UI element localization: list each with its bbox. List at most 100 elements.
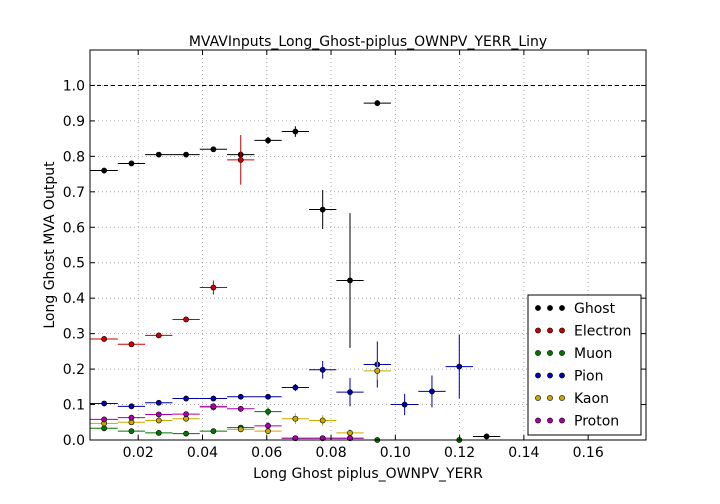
data-point [429,388,435,395]
legend-marker [559,395,565,401]
data-point [183,430,189,437]
data-point [237,426,244,433]
data-point [374,100,381,107]
y-tick-label: 0.6 [63,220,85,236]
data-point [374,367,381,374]
y-tick-label: 1.0 [63,78,85,94]
series-proton [90,403,364,442]
data-point [210,403,217,410]
data-point [210,428,217,435]
legend-box [527,294,642,436]
data-point [155,411,162,418]
data-point [319,206,326,213]
data-point [265,137,271,144]
legend-label: Proton [574,414,619,430]
data-point [265,422,271,429]
x-tick-label: 0.04 [187,445,218,461]
data-point [183,395,189,402]
y-tick-label: 0.2 [63,362,85,378]
legend-label: Ghost [574,301,616,317]
x-tick-label: 0.14 [508,445,539,461]
data-point [347,430,353,436]
legend-marker [547,350,553,356]
x-tick-label: 0.02 [123,445,154,461]
data-layer [90,100,501,443]
data-point [237,405,244,412]
data-point [155,151,162,158]
legend-label: Kaon [574,391,609,407]
data-point [456,363,463,370]
legend-marker [559,327,565,334]
y-tick-label: 0.7 [63,185,85,201]
legend-label: Muon [574,346,612,362]
data-point [101,425,108,432]
data-point [210,395,217,402]
series-electron [90,135,255,348]
legend-marker [547,395,553,401]
legend-marker [535,395,541,401]
data-point [101,400,108,407]
data-point [483,433,490,440]
y-axis-label: Long Ghost MVA Output [42,161,58,329]
data-point [210,284,217,291]
data-point [128,341,135,348]
legend-marker [547,305,553,311]
data-point [237,157,244,163]
data-point [347,389,353,396]
data-point [347,277,353,284]
data-point [128,428,135,435]
x-tick-label: 0.10 [380,445,411,461]
data-point [401,401,408,408]
data-point [101,416,108,423]
y-tick-label: 0.5 [63,256,85,272]
data-point [155,430,162,436]
data-point [155,332,162,339]
data-point [101,167,108,174]
chart-title: MVAVInputs_Long_Ghost-piplus_OWNPV_YERR_… [189,34,547,50]
data-point [183,411,189,418]
x-tick-label: 0.12 [444,445,475,461]
legend-marker [559,372,565,379]
legend-marker [559,350,565,356]
legend-marker [559,305,565,311]
data-point [237,393,244,400]
x-tick-label: 0.16 [573,445,604,461]
data-point [265,408,271,415]
legend-marker [547,417,553,424]
legend-marker [535,327,541,334]
legend: Ghost Electron Muon Pion Kaon Proton [527,294,642,436]
legend-label: Electron [574,324,631,340]
data-point [210,146,217,153]
data-point [128,403,135,410]
y-tick-label: 0.8 [63,149,85,165]
y-tick-label: 0.1 [63,398,85,414]
data-point [183,316,189,323]
data-point [265,393,271,400]
data-point [101,336,108,342]
data-point [128,414,135,421]
legend-marker [535,305,541,311]
data-point [183,151,189,158]
x-tick-label: 0.06 [251,445,282,461]
data-point [155,417,162,424]
y-tick-label: 0.3 [63,327,85,343]
y-tick-label: 0.0 [63,433,85,449]
y-tick-label: 0.4 [63,291,85,307]
legend-marker [535,372,541,379]
data-point [292,415,299,422]
x-tick-label: 0.08 [315,445,346,461]
legend-label: Pion [574,369,603,385]
data-point [292,384,299,391]
data-point [319,366,326,373]
x-ticks: 0.02 0.04 0.06 0.08 0.10 0.12 0.14 0.16 [123,50,604,461]
legend-marker [535,417,541,424]
legend-marker [559,417,565,424]
data-point [292,128,299,135]
y-tick-label: 0.9 [63,114,85,130]
legend-marker [547,327,553,334]
legend-marker [535,350,541,356]
legend-marker [547,372,553,379]
data-point [128,160,135,167]
y-ticks: 0.0 0.1 0.2 0.3 0.4 0.5 0.6 0.7 0.8 0.9 1.0 [63,78,646,449]
